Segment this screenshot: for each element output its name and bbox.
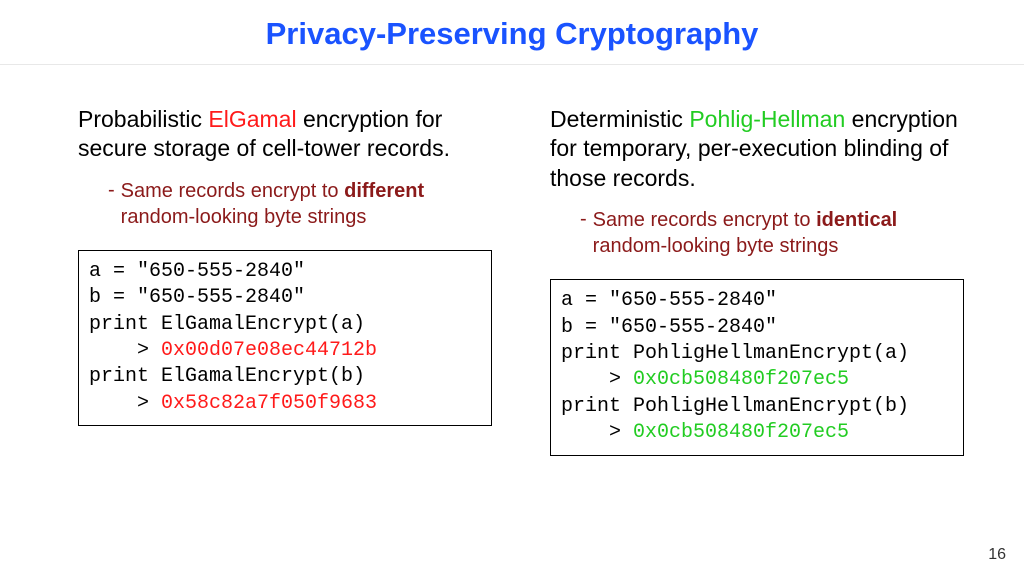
code-line: print ElGamalEncrypt(a) xyxy=(89,313,365,336)
text: Probabilistic xyxy=(78,106,208,132)
right-bullet: - Same records encrypt to identical rand… xyxy=(550,207,964,259)
slide-title: Privacy-Preserving Cryptography xyxy=(0,0,1024,64)
code-line: a = "650-555-2840" xyxy=(561,289,777,312)
left-bullet: - Same records encrypt to different rand… xyxy=(78,178,492,230)
code-line: b = "650-555-2840" xyxy=(89,286,305,309)
right-codebox: a = "650-555-2840" b = "650-555-2840" pr… xyxy=(550,279,964,455)
code-line: print ElGamalEncrypt(b) xyxy=(89,365,365,388)
left-description: Probabilistic ElGamal encryption for sec… xyxy=(78,105,492,164)
prompt: > xyxy=(89,392,161,415)
right-description: Deterministic Pohlig-Hellman encryption … xyxy=(550,105,964,193)
text: random-looking byte strings xyxy=(593,235,839,257)
bullet-dash: - xyxy=(580,208,587,231)
code-output-line: > 0x00d07e08ec44712b xyxy=(89,338,481,364)
bold-word: identical xyxy=(816,209,897,231)
code-line: print PohligHellmanEncrypt(b) xyxy=(561,395,909,418)
elgamal-label: ElGamal xyxy=(208,106,296,132)
pohlig-hellman-label: Pohlig-Hellman xyxy=(689,106,845,132)
text: Same records encrypt to xyxy=(593,209,816,231)
code-output-line: > 0x0cb508480f207ec5 xyxy=(561,420,953,446)
content-columns: Probabilistic ElGamal encryption for sec… xyxy=(0,65,1024,456)
right-column: Deterministic Pohlig-Hellman encryption … xyxy=(550,105,964,456)
page-number: 16 xyxy=(988,546,1006,564)
text: Same records encrypt to xyxy=(121,180,344,202)
hex-output: 0x0cb508480f207ec5 xyxy=(633,368,849,391)
bold-word: different xyxy=(344,180,424,202)
left-column: Probabilistic ElGamal encryption for sec… xyxy=(78,105,492,456)
hex-output: 0x00d07e08ec44712b xyxy=(161,339,377,362)
code-output-line: > 0x0cb508480f207ec5 xyxy=(561,367,953,393)
text: Deterministic xyxy=(550,106,689,132)
prompt: > xyxy=(561,421,633,444)
bullet-text: Same records encrypt to different random… xyxy=(121,178,492,230)
prompt: > xyxy=(561,368,633,391)
text: random-looking byte strings xyxy=(121,206,367,228)
code-line: a = "650-555-2840" xyxy=(89,260,305,283)
bullet-dash: - xyxy=(108,179,115,202)
hex-output: 0x58c82a7f050f9683 xyxy=(161,392,377,415)
prompt: > xyxy=(89,339,161,362)
bullet-text: Same records encrypt to identical random… xyxy=(593,207,964,259)
left-codebox: a = "650-555-2840" b = "650-555-2840" pr… xyxy=(78,250,492,426)
code-line: print PohligHellmanEncrypt(a) xyxy=(561,342,909,365)
hex-output: 0x0cb508480f207ec5 xyxy=(633,421,849,444)
code-output-line: > 0x58c82a7f050f9683 xyxy=(89,391,481,417)
code-line: b = "650-555-2840" xyxy=(561,316,777,339)
